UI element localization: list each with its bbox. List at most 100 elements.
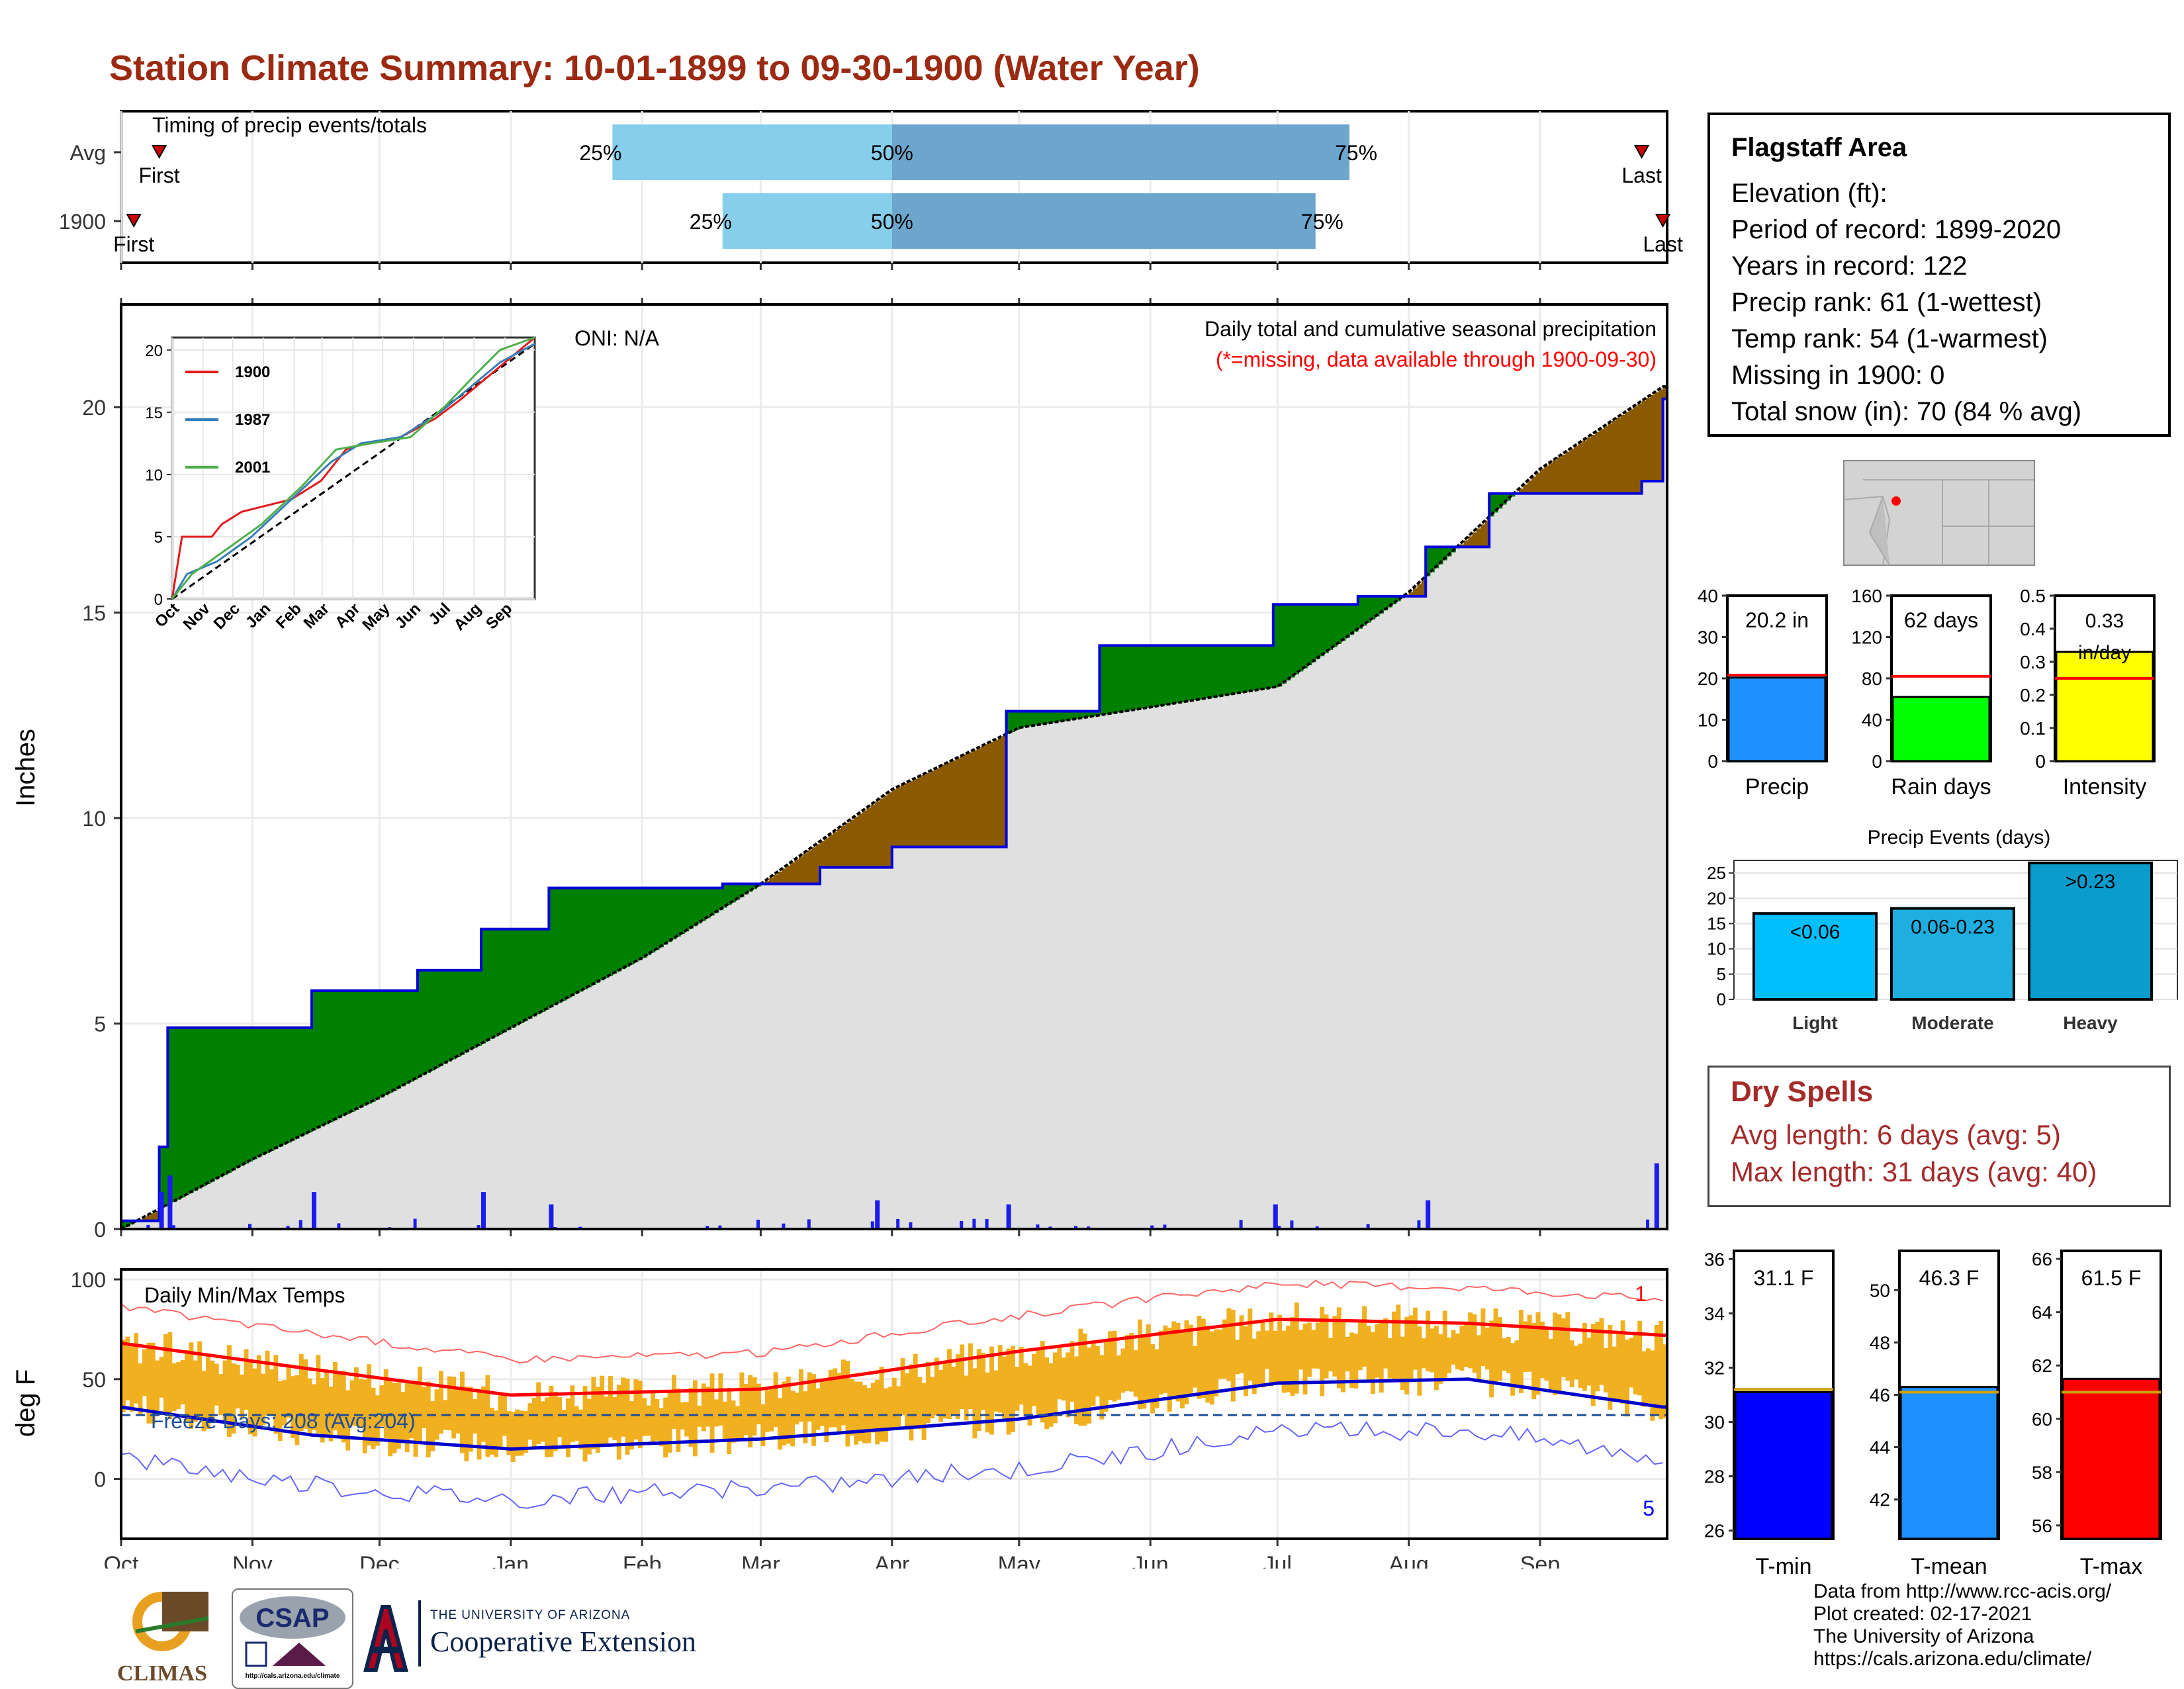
daily-temp-bar <box>765 1390 770 1432</box>
month-label: Oct <box>104 1552 139 1569</box>
daily-temp-bar <box>1104 1342 1109 1412</box>
daily-temp-bar <box>494 1410 498 1457</box>
departure-fill <box>1316 604 1320 659</box>
temp-stat-tick-label: 44 <box>1870 1438 1890 1458</box>
month-label: Nov <box>232 1552 272 1569</box>
departure-fill <box>989 742 994 846</box>
daily-precip-bar <box>985 1219 989 1229</box>
departure-fill <box>1311 604 1316 662</box>
departure-fill <box>676 888 680 937</box>
daily-precip-bar <box>1273 1205 1278 1229</box>
daily-temp-bar <box>748 1375 752 1447</box>
departure-fill <box>587 888 592 987</box>
daily-temp-bar <box>1113 1331 1117 1402</box>
daily-temp-bar <box>1650 1350 1655 1420</box>
freeze-days: Freeze Days: 208 (Avg:204) <box>151 1409 416 1433</box>
departure-fill <box>405 991 410 1084</box>
departure-fill <box>536 929 541 1015</box>
departure-fill <box>1578 443 1583 494</box>
dry-avg-length: Avg length: 6 days (avg: 5) <box>1731 1117 2169 1154</box>
daily-precip-bar <box>549 1205 553 1229</box>
departure-fill <box>185 1028 189 1195</box>
daily-temp-bar <box>460 1371 465 1453</box>
daily-temp-bar <box>181 1360 185 1404</box>
departure-fill <box>1150 645 1155 707</box>
daily-temp-bar <box>1129 1333 1134 1392</box>
stat-tick-label: 0 <box>2035 751 2046 772</box>
stat-tick-label: 0 <box>1872 751 1882 772</box>
daily-temp-bar <box>477 1389 482 1460</box>
departure-fill <box>202 1028 206 1187</box>
departure-fill <box>574 888 579 994</box>
credits: Data from http://www.rcc-acis.org/ Plot … <box>1813 1580 2111 1670</box>
daily-temp-bar <box>1007 1349 1011 1435</box>
month-label: Sep <box>1520 1552 1561 1569</box>
daily-temp-bar <box>1404 1317 1409 1394</box>
temp-ytick-label: 0 <box>94 1468 106 1492</box>
departure-fill <box>1163 645 1167 705</box>
temp-stat-tick-label: 56 <box>2032 1516 2052 1536</box>
departure-fill <box>532 929 537 1017</box>
daily-precip-bar <box>1646 1220 1649 1229</box>
departure-fill <box>566 888 570 999</box>
departure-fill <box>799 856 803 884</box>
stat-tick-label: 0.2 <box>2020 685 2046 706</box>
departure-fill <box>1129 645 1134 710</box>
daily-temp-bar <box>473 1399 477 1434</box>
departure-fill <box>803 853 807 884</box>
daily-temp-bar <box>1502 1338 1506 1371</box>
departure-fill <box>578 888 583 992</box>
departure-fill <box>1468 537 1473 547</box>
departure-fill <box>1320 604 1324 656</box>
departure-fill <box>1261 645 1265 689</box>
daily-temp-bar <box>1049 1363 1054 1427</box>
temp-stat-tick-label: 60 <box>2032 1409 2052 1430</box>
timing-bar-q50-q75 <box>892 124 1349 180</box>
departure-fill <box>1244 645 1248 692</box>
credit-line: Data from http://www.rcc-acis.org/ <box>1813 1580 2111 1603</box>
departure-fill <box>811 847 816 884</box>
timing-p75-label: 75% <box>1335 141 1377 165</box>
departure-fill <box>189 1028 193 1193</box>
precip-caption: Daily total and cumulative seasonal prec… <box>1205 317 1657 341</box>
daily-temp-bar <box>943 1361 948 1418</box>
temp-ylabel: deg F <box>11 1369 40 1437</box>
stat-bar-2 <box>2056 652 2153 761</box>
departure-fill <box>210 1028 214 1182</box>
credit-line: The University of Arizona <box>1813 1625 2111 1648</box>
departure-fill <box>278 1028 283 1147</box>
daily-temp-bar <box>1142 1335 1146 1408</box>
daily-temp-bar <box>1002 1357 1007 1421</box>
departure-fill <box>485 929 490 1041</box>
departure-fill <box>435 970 439 1068</box>
departure-fill <box>363 991 367 1106</box>
daily-temp-bar <box>265 1351 270 1416</box>
departure-fill <box>858 814 863 868</box>
departure-fill <box>176 1028 181 1200</box>
departure-fill <box>430 970 435 1071</box>
temp-stat-tick-label: 34 <box>1704 1303 1725 1324</box>
daily-temp-bar <box>469 1387 473 1451</box>
departure-fill <box>1125 645 1130 711</box>
temp-stat-tick-label: 46 <box>1870 1385 1890 1406</box>
daily-temp-bar <box>672 1375 676 1428</box>
departure-fill <box>1574 446 1578 494</box>
departure-fill <box>977 749 981 847</box>
daily-temp-bar <box>1070 1341 1075 1402</box>
daily-temp-bar <box>159 1357 164 1398</box>
daily-temp-bar <box>1307 1322 1312 1377</box>
departure-fill <box>964 754 969 847</box>
departure-fill <box>490 929 494 1039</box>
departure-fill <box>591 888 596 985</box>
departure-fill <box>1235 645 1240 693</box>
departure-fill <box>214 1028 219 1179</box>
daily-temp-bar <box>977 1349 981 1431</box>
daily-temp-bar <box>447 1377 452 1431</box>
daily-temp-bar <box>1578 1344 1583 1388</box>
departure-fill <box>257 1028 261 1158</box>
departure-fill <box>845 823 850 867</box>
daily-temp-bar <box>612 1397 617 1440</box>
